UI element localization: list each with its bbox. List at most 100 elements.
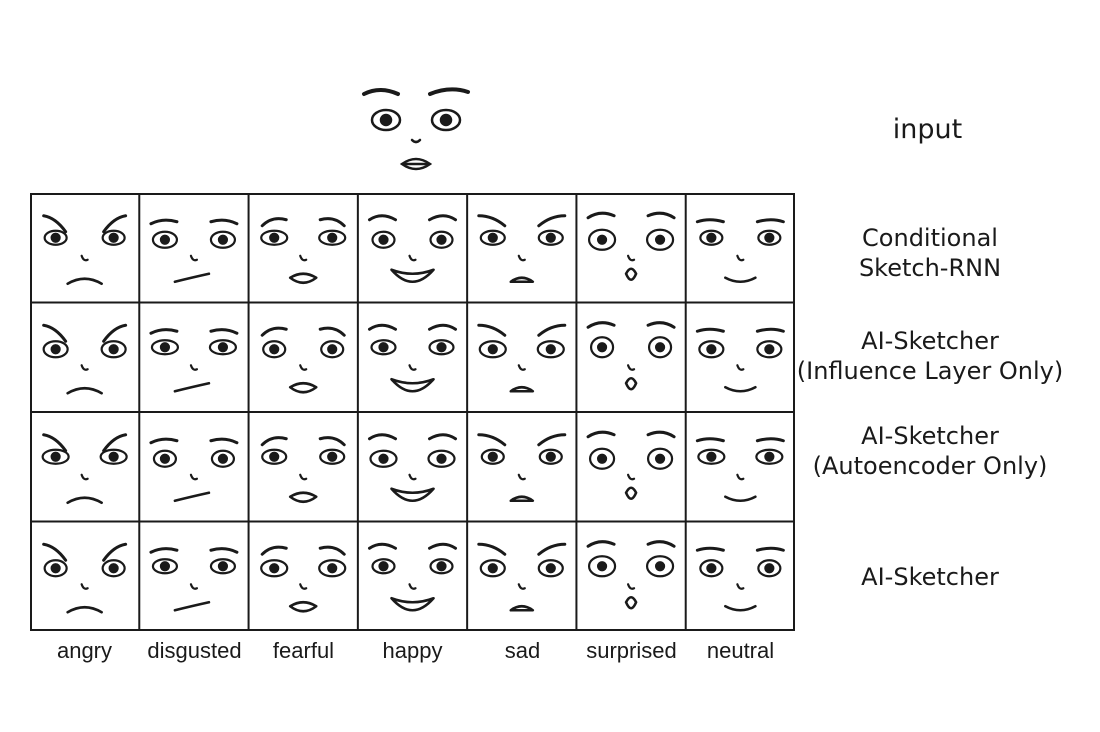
pupil [764, 232, 775, 243]
brow-right [428, 542, 458, 550]
mouth [66, 277, 103, 286]
pupil [487, 451, 498, 462]
brow-right [537, 323, 567, 337]
sketch-cell-fearful [260, 545, 347, 613]
sketch-cell-disgusted [149, 437, 239, 503]
eye [42, 340, 69, 359]
nose [517, 473, 526, 481]
pupil [269, 563, 280, 574]
sketch-cell-happy [368, 214, 458, 284]
eye [262, 340, 287, 359]
brow-left [477, 542, 507, 556]
row-label-conditional-sketch-rnn: Conditional Sketch-RNN [790, 223, 1070, 283]
brow-left [586, 211, 616, 220]
mouth [66, 386, 103, 395]
pupil [50, 232, 61, 243]
column-label-sad: sad [504, 638, 541, 663]
pupil [706, 563, 717, 574]
brow-left [695, 327, 725, 333]
pupil [654, 561, 666, 572]
brow-right [428, 214, 458, 222]
sketch-cell-surprised [586, 321, 676, 391]
eye [587, 555, 617, 578]
sketch-cell-disgusted [149, 328, 239, 393]
row-label-line: AI-Sketcher [861, 563, 999, 591]
eye [209, 558, 237, 575]
brow-right [209, 437, 239, 445]
pupil [706, 344, 717, 355]
brow-right [646, 540, 676, 548]
pupil [108, 563, 119, 574]
brow-right [102, 433, 128, 453]
brow-left [260, 217, 288, 228]
nose [626, 473, 636, 481]
pupil [706, 451, 717, 462]
brow-right [102, 542, 128, 562]
sketch-cell-disgusted [149, 547, 239, 612]
pupil [327, 344, 338, 355]
eye [479, 229, 506, 246]
eye [318, 559, 347, 578]
pupil [764, 344, 775, 355]
pupil [217, 453, 229, 464]
sketch-cell-sad [477, 542, 567, 612]
eye [319, 448, 346, 465]
brow-left [586, 321, 616, 329]
eye [371, 230, 396, 249]
brow-left [477, 323, 507, 337]
eye [757, 559, 782, 578]
pupil [50, 563, 61, 574]
mouth [724, 495, 757, 503]
brow-right [318, 545, 346, 556]
eye [756, 340, 783, 359]
nose [736, 364, 745, 371]
pupil [654, 234, 666, 245]
sketch-cell-angry [41, 433, 128, 505]
sketch-cell-happy [368, 323, 458, 393]
mouth [173, 272, 211, 284]
brow-left [586, 430, 616, 439]
pupil [269, 232, 280, 243]
mouth [509, 495, 535, 503]
sketch-cell-surprised [586, 211, 676, 281]
eye [645, 228, 675, 251]
pupil [327, 232, 338, 243]
brow-left [695, 546, 725, 552]
eye [151, 558, 179, 575]
mouth [66, 605, 103, 614]
brow-left [695, 437, 725, 443]
brow-right [318, 217, 346, 228]
pupil [217, 561, 229, 572]
mouth [288, 272, 318, 285]
eye [429, 230, 454, 249]
pupil [378, 453, 389, 464]
mouth [288, 381, 318, 394]
row-label-line: (Influence Layer Only) [796, 357, 1064, 385]
eye [99, 448, 128, 465]
eye [369, 449, 398, 468]
pupil [436, 561, 447, 572]
nose [517, 254, 526, 262]
brow-right [209, 547, 239, 554]
pupil [545, 563, 556, 574]
brow-left [149, 437, 179, 445]
sketch-cell-happy [368, 433, 458, 503]
brow-right [102, 214, 128, 234]
brow-left [42, 214, 68, 234]
eye [588, 447, 616, 470]
eye [318, 229, 347, 246]
mouth [724, 276, 757, 284]
sketch-cell-neutral [695, 546, 785, 612]
nose [736, 473, 745, 481]
nose [408, 254, 417, 262]
pupil [378, 342, 389, 353]
eye [537, 229, 564, 246]
eye [757, 229, 782, 246]
eye [152, 449, 178, 468]
pupil [545, 344, 556, 355]
mouth [288, 491, 318, 504]
sketch-cell-surprised [586, 430, 676, 500]
sketch-cell-sad [477, 323, 567, 393]
pupil [764, 451, 775, 462]
pupil [269, 451, 280, 462]
